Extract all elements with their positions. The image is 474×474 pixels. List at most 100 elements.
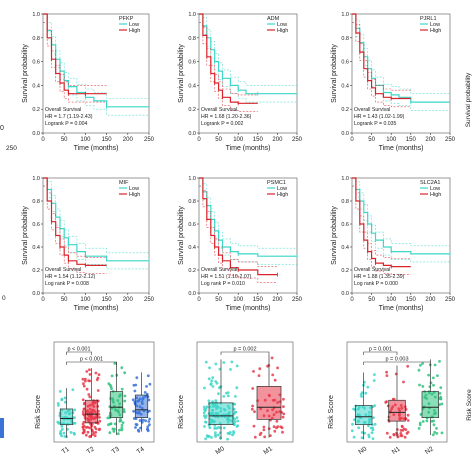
jitter-point — [88, 368, 91, 372]
legend-label-high: High — [277, 192, 288, 198]
x-tick-label: 150 — [102, 297, 113, 303]
jitter-point — [269, 434, 272, 437]
y-tick-label: 0.6 — [32, 222, 40, 228]
edge-box-fragment — [0, 418, 4, 438]
jitter-point — [222, 426, 226, 430]
jitter-point — [81, 422, 85, 426]
jitter-point — [122, 408, 126, 411]
jitter-point — [120, 387, 124, 391]
stats-annotation: Log rank P = 0.000 — [354, 281, 398, 287]
jitter-point — [403, 435, 407, 439]
jitter-point — [121, 421, 125, 424]
x-tick-label: 0 — [41, 297, 45, 303]
jitter-point — [235, 416, 239, 419]
jitter-point — [145, 385, 148, 388]
jitter-point — [98, 416, 101, 419]
x-tick-label: 100 — [80, 137, 91, 143]
jitter-point — [262, 428, 266, 432]
p-value-label: p < 0.001 — [80, 357, 103, 363]
jitter-point — [232, 430, 235, 433]
jitter-point — [81, 425, 85, 429]
stats-annotation: HR = 1.68 (1.20-2.36) — [201, 114, 252, 120]
x-axis-label: Time (months) — [226, 305, 271, 312]
jitter-point — [432, 383, 435, 387]
x-tick-label: 200 — [425, 137, 436, 143]
box-n0 — [354, 405, 373, 425]
x-axis-label: Time (months) — [379, 145, 424, 152]
jitter-point — [73, 416, 76, 420]
category-label: T2 — [86, 446, 97, 456]
km-plot-slc2a1: 0.0 0.2 0.4 0.6 0.8 1.0 0 50 100 150 200 250 Time (m… — [331, 176, 456, 312]
p-value-label: p < 0.001 — [67, 347, 90, 353]
jitter-point — [120, 423, 124, 427]
y-axis-label: Survival probability — [22, 206, 29, 265]
stats-annotation: Overall Survival — [354, 267, 390, 273]
y-tick-label: 0.0 — [32, 131, 40, 137]
jitter-point — [217, 426, 220, 429]
category-label: T4 — [136, 446, 147, 456]
x-tick-label: 0 — [350, 297, 354, 303]
risk-boxplot-2: Risk Score M0 M1 p = 0.002 — [178, 341, 294, 456]
jitter-point — [392, 433, 396, 437]
jitter-point — [439, 397, 443, 401]
y-tick-label: 0.4 — [32, 83, 40, 89]
jitter-point — [228, 432, 232, 436]
jitter-point — [146, 425, 150, 429]
jitter-point — [81, 398, 85, 402]
jitter-point — [211, 385, 215, 388]
plot-frame — [42, 13, 150, 134]
survival-line-high — [43, 177, 107, 266]
stats-annotation: Overall Survival — [45, 107, 81, 113]
x-tick-label: 50 — [61, 297, 68, 303]
jitter-point — [82, 384, 86, 388]
jitter-point — [253, 435, 257, 439]
jitter-point — [234, 411, 238, 414]
jitter-point — [134, 423, 138, 426]
jitter-point — [282, 397, 285, 401]
x-tick-label: 100 — [386, 297, 397, 303]
ci-upper-low — [43, 13, 149, 99]
jitter-point — [90, 428, 94, 432]
km-plot-pfkp: 0.0 0.2 0.4 0.6 0.8 1.0 0 50 100 150 200 250 Time (m… — [22, 12, 155, 152]
x-tick-label: 250 — [445, 297, 456, 303]
jitter-point — [211, 376, 215, 379]
y-tick-label: 0.6 — [32, 60, 40, 66]
jitter-point — [360, 431, 364, 434]
jitter-point — [385, 374, 389, 377]
stats-annotation: Overall Survival — [201, 107, 237, 113]
plot-frame — [346, 341, 448, 443]
y-tick-label: 0.8 — [32, 199, 40, 205]
y-tick-label: 1.0 — [32, 12, 40, 18]
stats-annotation: Logrank P = 0.004 — [45, 121, 88, 127]
jitter-point — [214, 435, 218, 438]
jitter-point — [204, 416, 207, 420]
jitter-point — [147, 398, 151, 402]
jitter-point — [262, 425, 266, 429]
jitter-point — [421, 362, 424, 365]
km-plot-adm: 0.0 0.2 0.4 0.6 0.8 1.0 0 50 100 150 200 250 Time (m… — [178, 12, 303, 152]
jitter-point — [252, 424, 256, 428]
plot-frame — [53, 341, 155, 443]
jitter-point — [146, 374, 150, 378]
jitter-point — [209, 382, 213, 386]
survival-line-high — [352, 177, 411, 268]
category-label: N1 — [391, 445, 402, 456]
ci-lower-high — [43, 22, 107, 103]
jitter-point — [88, 395, 92, 399]
jitter-point — [231, 433, 234, 437]
x-tick-label: 250 — [144, 297, 155, 303]
stats-annotation: Overall Survival — [201, 267, 237, 273]
jitter-point — [276, 366, 279, 370]
category-label: M1 — [262, 445, 274, 456]
x-tick-label: 100 — [233, 297, 244, 303]
legend-label-high: High — [430, 192, 441, 198]
jitter-point — [373, 422, 377, 426]
y-tick-label: 0.8 — [188, 36, 196, 42]
jitter-point — [226, 391, 230, 394]
ci-upper-low — [352, 13, 450, 94]
legend-title: ADM — [267, 16, 280, 22]
x-tick-label: 0 — [197, 137, 201, 143]
jitter-point — [402, 380, 405, 384]
jitter-point — [435, 432, 439, 435]
